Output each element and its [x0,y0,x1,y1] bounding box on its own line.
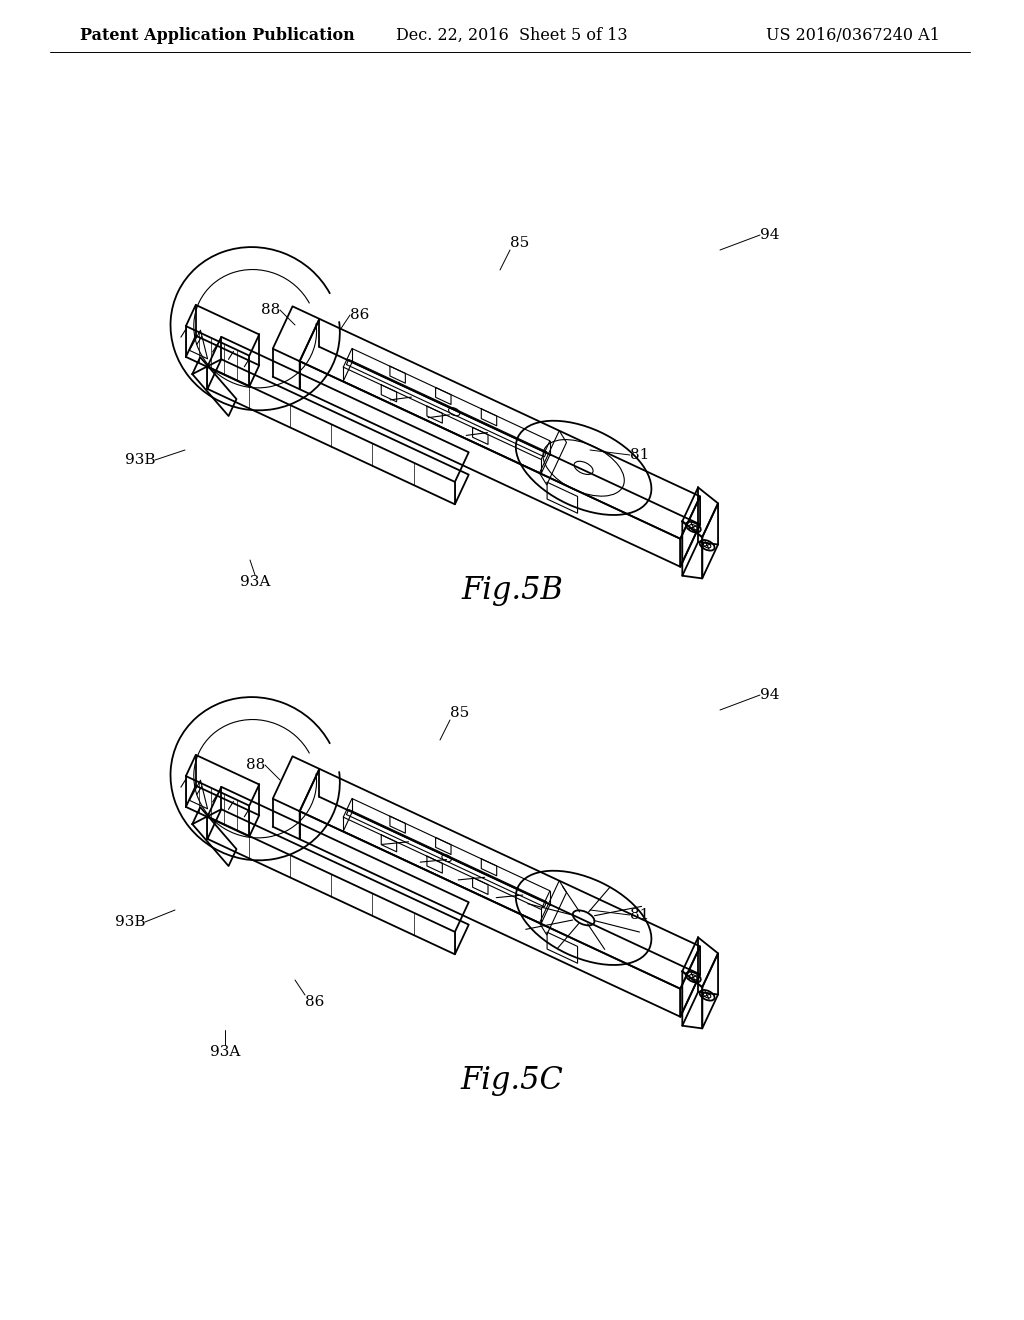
Text: 81: 81 [630,908,649,921]
Text: 85: 85 [450,706,469,719]
Text: 88: 88 [261,304,280,317]
Text: 93B: 93B [125,453,155,467]
Text: Dec. 22, 2016  Sheet 5 of 13: Dec. 22, 2016 Sheet 5 of 13 [396,26,628,44]
Text: 88: 88 [246,758,265,772]
Text: 86: 86 [350,308,370,322]
Text: 94: 94 [760,688,779,702]
Text: US 2016/0367240 A1: US 2016/0367240 A1 [766,26,940,44]
Text: 86: 86 [305,995,325,1008]
Text: 93A: 93A [240,576,270,589]
Text: 93A: 93A [210,1045,241,1059]
Text: 85: 85 [510,236,529,249]
Text: 94: 94 [760,228,779,242]
Text: Fig.5B: Fig.5B [461,574,563,606]
Text: 81: 81 [630,447,649,462]
Text: Fig.5C: Fig.5C [461,1064,563,1096]
Text: Patent Application Publication: Patent Application Publication [80,26,354,44]
Text: 93B: 93B [115,915,145,929]
